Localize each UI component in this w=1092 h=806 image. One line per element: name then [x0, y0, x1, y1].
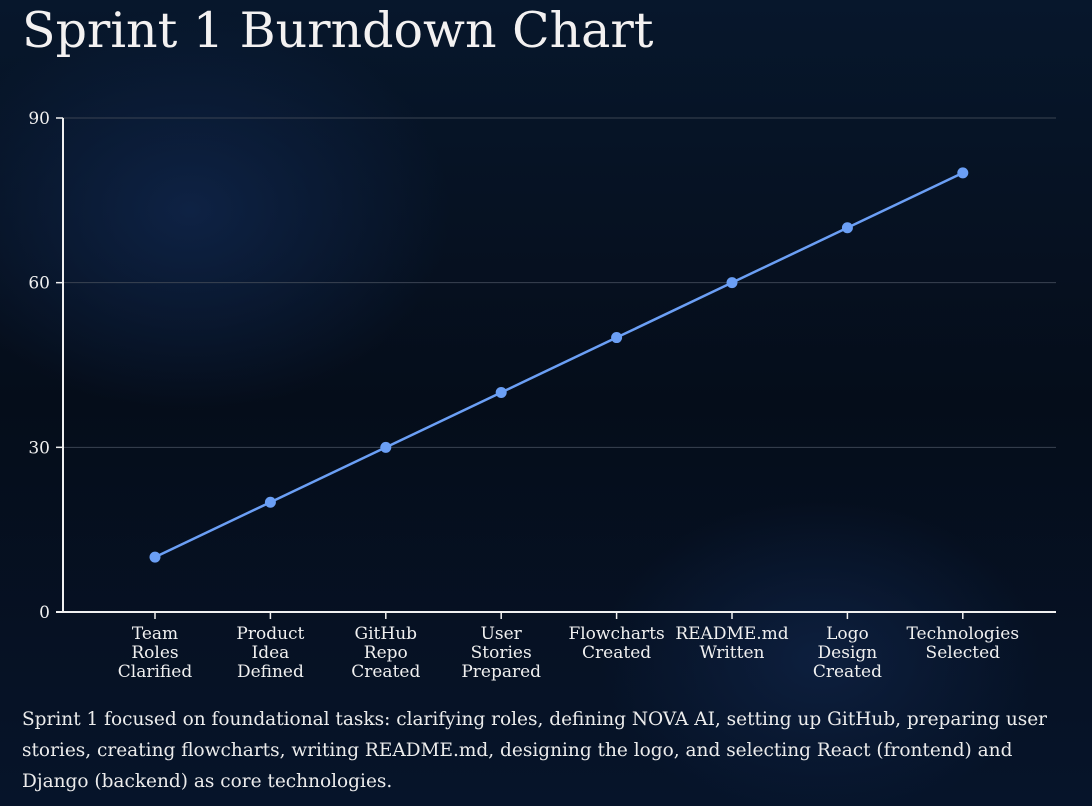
chart-title: Sprint 1 Burndown Chart	[22, 2, 654, 59]
data-point	[149, 551, 161, 563]
y-tick-label: 90	[28, 109, 50, 129]
x-tick-label-line: README.md	[675, 624, 788, 644]
x-tick-label-line: Roles	[131, 643, 178, 663]
y-tick-label: 0	[39, 603, 50, 623]
chart-axes	[56, 118, 1056, 613]
x-tick-label: Logo Design Created	[813, 624, 882, 682]
x-tick-label-line: Created	[813, 662, 882, 682]
data-point	[957, 167, 969, 179]
x-tick-label: User Stories Prepared	[461, 624, 541, 682]
x-tick-label-line: Logo	[826, 624, 869, 644]
y-axis-ticks: 0 30 60 90	[28, 109, 63, 623]
data-points	[149, 167, 969, 563]
x-tick-label-line: Written	[700, 643, 765, 663]
x-tick-label-line: Prepared	[461, 662, 541, 682]
data-point	[611, 332, 623, 344]
series-line-group	[154, 171, 964, 559]
x-tick-label-line: Design	[818, 643, 878, 663]
data-point	[495, 386, 507, 398]
x-tick-label-line: Flowcharts	[568, 624, 664, 644]
x-tick-label-line: Technologies	[907, 624, 1020, 644]
x-tick-label-line: Clarified	[118, 662, 193, 682]
x-tick-label-line: User	[481, 624, 523, 644]
x-tick-label-line: Created	[351, 662, 420, 682]
x-tick-label-line: GitHub	[355, 624, 418, 644]
x-tick-label-line: Team	[132, 624, 178, 644]
x-tick-label-line: Selected	[926, 643, 1001, 663]
data-point	[841, 222, 853, 234]
y-tick-label: 30	[28, 438, 50, 458]
x-tick-label-line: Repo	[364, 643, 408, 663]
y-tick-label: 60	[28, 274, 50, 294]
x-tick-label: Flowcharts Created	[568, 624, 664, 663]
data-point	[264, 496, 276, 508]
series-line	[154, 171, 964, 559]
data-point	[726, 277, 738, 289]
x-tick-label: Product Idea Defined	[236, 624, 304, 682]
x-tick-label: README.md Written	[675, 624, 788, 663]
x-tick-label-line: Idea	[252, 643, 290, 663]
data-point	[380, 441, 392, 453]
chart-caption: Sprint 1 focused on foundational tasks: …	[22, 709, 1048, 792]
grid-lines	[63, 117, 1056, 448]
x-tick-label: Technologies Selected	[907, 624, 1020, 663]
x-tick-label: Team Roles Clarified	[118, 624, 193, 682]
x-tick-label-line: Defined	[237, 662, 304, 682]
x-tick-label-line: Stories	[471, 643, 532, 663]
x-axis-ticks: Team Roles Clarified Product Idea Defined GitH…	[118, 612, 1019, 682]
x-tick-label: GitHub Repo Created	[351, 624, 420, 682]
x-tick-label-line: Product	[236, 624, 304, 644]
x-tick-label-line: Created	[582, 643, 651, 663]
